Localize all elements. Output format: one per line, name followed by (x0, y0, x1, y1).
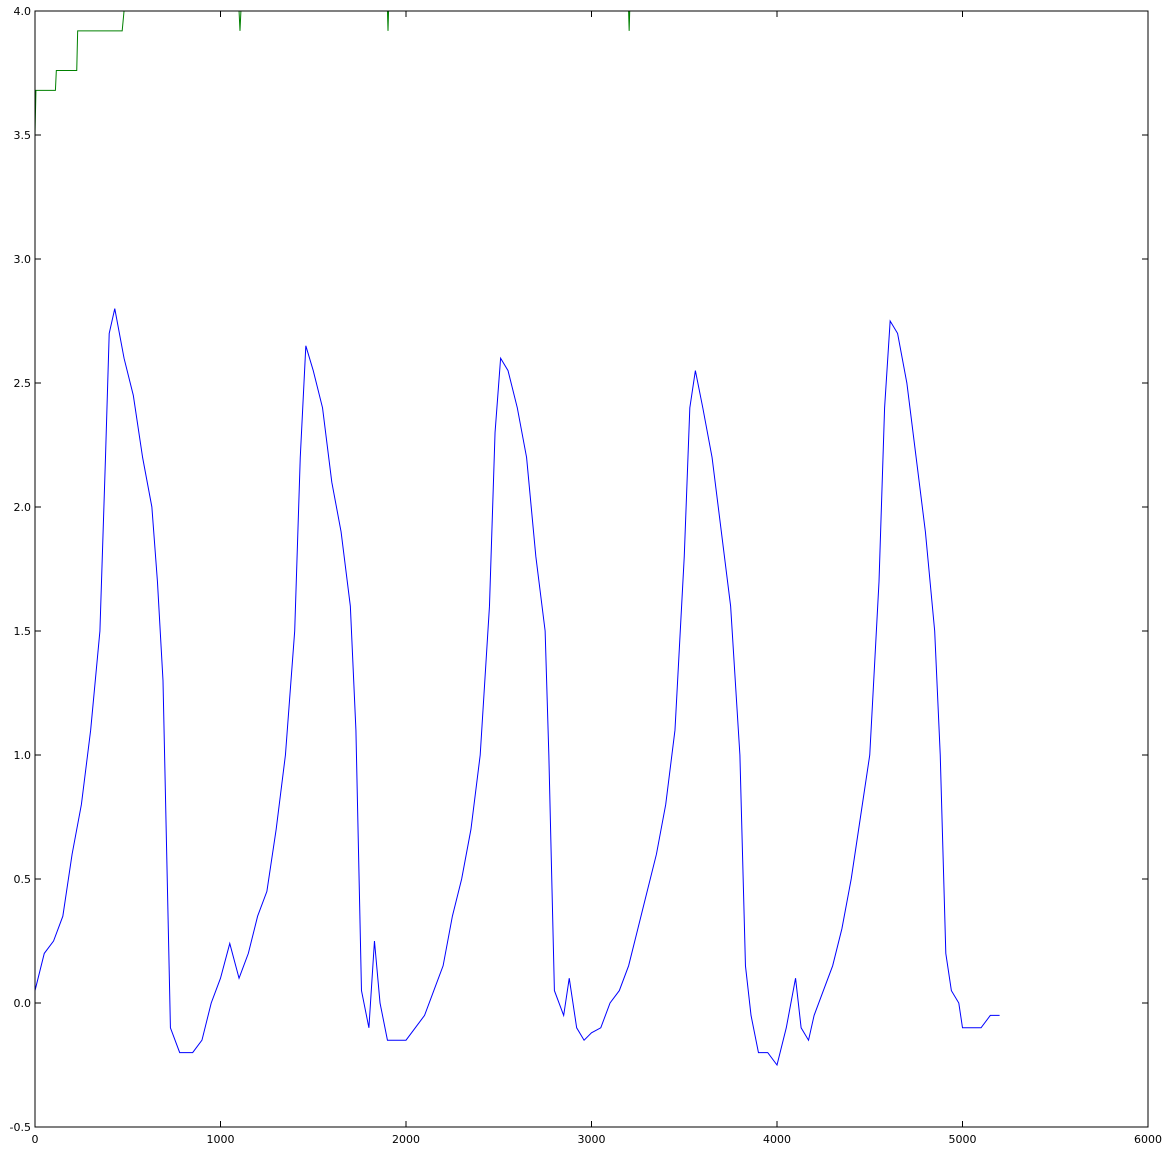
x-tick-label: 0 (32, 1133, 39, 1146)
y-tick-label: 0.0 (14, 997, 32, 1010)
y-tick-label: 3.5 (14, 129, 32, 142)
y-tick-label: 0.5 (14, 873, 32, 886)
data-line (35, 11, 1004, 136)
y-tick-label: 3.0 (14, 253, 32, 266)
x-tick-label: 1000 (207, 1133, 235, 1146)
x-tick-label: 6000 (1134, 1133, 1162, 1146)
data-line (35, 308, 1000, 1067)
x-tick-label: 2000 (392, 1133, 420, 1146)
y-tick-label: 2.0 (14, 501, 32, 514)
y-tick-label: 1.0 (14, 749, 32, 762)
x-tick-label: 4000 (763, 1133, 791, 1146)
y-tick-label: -0.5 (10, 1121, 31, 1134)
plot-frame (34, 10, 1149, 1128)
y-tick-label: 2.5 (14, 377, 32, 390)
y-tick-label: 4.0 (14, 5, 32, 18)
x-tick-label: 5000 (949, 1133, 977, 1146)
y-tick-label: 1.5 (14, 625, 32, 638)
x-tick-label: 3000 (578, 1133, 606, 1146)
